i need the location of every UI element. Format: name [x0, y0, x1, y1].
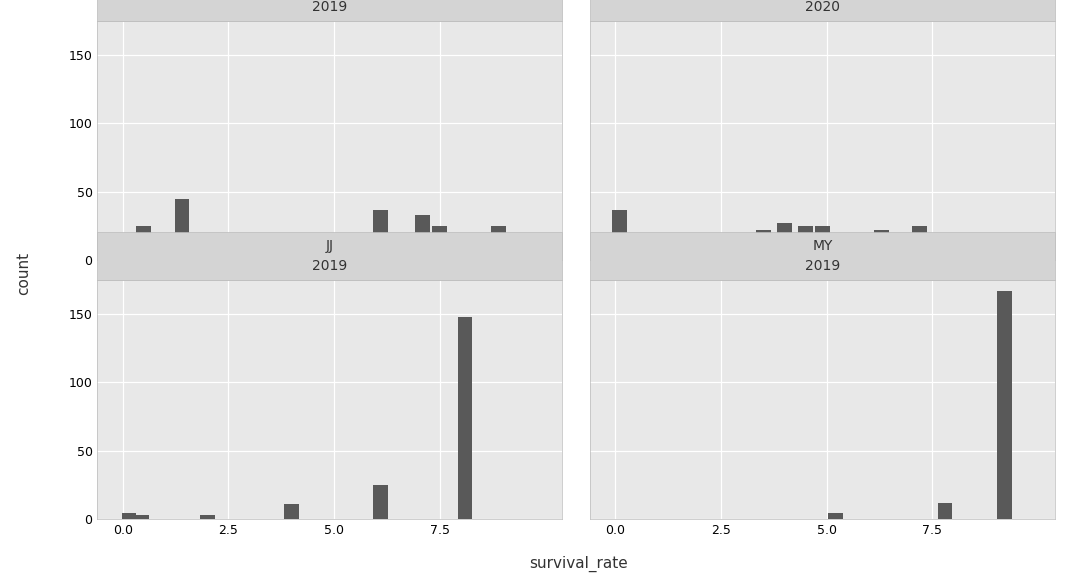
Bar	[828, 512, 843, 519]
Bar	[121, 512, 136, 519]
Bar	[200, 515, 214, 519]
Bar	[373, 485, 388, 519]
FancyBboxPatch shape	[97, 0, 563, 21]
Text: MY: MY	[813, 239, 833, 253]
Bar	[938, 503, 952, 519]
Bar	[714, 251, 728, 261]
Bar	[234, 258, 249, 261]
Bar	[216, 241, 232, 261]
Bar	[777, 224, 792, 261]
Bar	[491, 226, 506, 261]
FancyBboxPatch shape	[97, 232, 563, 279]
Bar	[799, 226, 813, 261]
Text: JJ: JJ	[326, 239, 334, 253]
FancyBboxPatch shape	[590, 232, 1055, 279]
Bar	[254, 249, 269, 261]
Bar	[756, 230, 770, 261]
Bar	[373, 210, 388, 261]
Bar	[692, 254, 708, 261]
Bar	[934, 258, 948, 261]
Bar	[298, 240, 312, 261]
Bar	[997, 291, 1012, 519]
Text: survival_rate: survival_rate	[529, 556, 629, 572]
Bar	[650, 259, 665, 261]
Bar	[458, 316, 473, 519]
Bar	[314, 249, 329, 261]
Bar	[356, 233, 371, 261]
Bar	[196, 247, 210, 261]
Bar	[120, 254, 134, 261]
Bar	[672, 258, 686, 261]
Text: count: count	[16, 251, 31, 295]
Bar	[276, 244, 291, 261]
Text: 2020: 2020	[805, 0, 840, 14]
Bar	[513, 254, 527, 261]
Bar	[158, 249, 172, 261]
Bar	[972, 258, 987, 261]
Bar	[1010, 258, 1025, 261]
Bar	[285, 504, 299, 519]
Bar	[836, 233, 852, 261]
Bar	[335, 244, 349, 261]
Bar	[630, 258, 644, 261]
Bar	[815, 226, 830, 261]
Bar	[874, 230, 889, 261]
Bar	[134, 515, 149, 519]
Bar	[394, 254, 409, 261]
Text: 2019: 2019	[313, 259, 347, 273]
Bar	[433, 226, 447, 261]
Bar	[533, 258, 549, 261]
Bar	[415, 215, 431, 261]
Text: 2019: 2019	[805, 259, 840, 273]
Bar	[174, 199, 189, 261]
Bar	[453, 240, 469, 261]
Bar	[136, 226, 151, 261]
Bar	[950, 240, 965, 261]
Bar	[612, 210, 628, 261]
Bar	[854, 236, 868, 261]
FancyBboxPatch shape	[590, 0, 1055, 21]
Bar	[892, 249, 906, 261]
Bar	[475, 254, 489, 261]
Bar	[1027, 259, 1041, 261]
Bar	[992, 254, 1007, 261]
Bar	[912, 226, 927, 261]
Text: 2019: 2019	[313, 0, 347, 14]
